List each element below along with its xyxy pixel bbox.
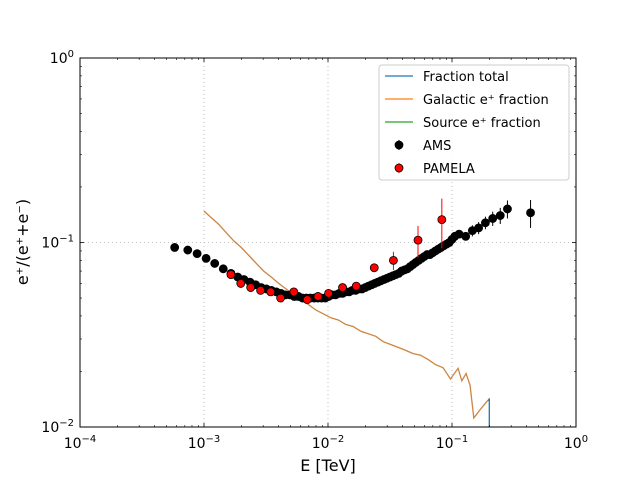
data-point-ams bbox=[192, 249, 202, 259]
tick-labels: 10−4 10−3 10−2 10−1 100 10−2 10−1 100 bbox=[41, 49, 588, 452]
data-point-pamela bbox=[246, 283, 256, 292]
data-point-ams bbox=[488, 214, 498, 223]
data-point-ams bbox=[526, 208, 535, 218]
x-axis-label: E [TeV] bbox=[300, 456, 356, 475]
data-point-pamela bbox=[276, 293, 286, 303]
data-point-ams bbox=[503, 204, 512, 214]
data-point-pamela bbox=[289, 287, 299, 297]
data-point-ams bbox=[461, 231, 471, 241]
data-point-pamela bbox=[256, 286, 265, 295]
legend-box bbox=[378, 64, 570, 181]
data-point-pamela bbox=[313, 292, 323, 301]
y-axis-label: e⁺/(e⁺+e⁻) bbox=[13, 199, 32, 285]
data-point-ams bbox=[210, 259, 220, 268]
data-point-pamela bbox=[266, 287, 276, 297]
data-point-pamela bbox=[351, 281, 361, 291]
axis-ticks bbox=[79, 57, 577, 428]
x-tick-label: 10−1 bbox=[436, 434, 469, 452]
data-point-pamela bbox=[226, 270, 236, 279]
x-tick-label: 10−2 bbox=[312, 434, 345, 452]
data-point-pamela bbox=[236, 279, 246, 288]
series-lines bbox=[203, 210, 490, 427]
series-line-fraction-total bbox=[488, 398, 490, 427]
legend-label: AMS bbox=[423, 139, 451, 154]
y-tick-label: 10−1 bbox=[41, 234, 74, 252]
data-point-pamela bbox=[413, 235, 423, 245]
series-line-galactic-e-fraction bbox=[203, 210, 490, 420]
data-point-pamela bbox=[437, 215, 447, 225]
data-point-ams bbox=[218, 264, 228, 274]
x-tick-label: 10−4 bbox=[64, 434, 97, 452]
legend-label: Fraction total bbox=[423, 70, 509, 85]
data-point-pamela bbox=[389, 255, 398, 265]
legend-label: PAMELA bbox=[423, 162, 475, 177]
data-point-ams bbox=[481, 218, 490, 228]
legend: Fraction total Galactic e⁺ fraction Source… bbox=[378, 64, 570, 181]
data-point-pamela bbox=[338, 283, 347, 292]
data-point-ams bbox=[474, 223, 484, 233]
legend-marker-swatch bbox=[394, 163, 404, 173]
x-tick-label: 10−3 bbox=[188, 434, 221, 452]
data-point-pamela bbox=[369, 263, 379, 273]
data-point-ams bbox=[170, 243, 180, 252]
data-point-ams bbox=[183, 245, 193, 255]
data-point-pamela bbox=[324, 288, 333, 298]
legend-marker-swatch bbox=[394, 140, 404, 150]
series-markers bbox=[170, 198, 535, 305]
x-tick-label: 100 bbox=[564, 434, 588, 452]
y-tick-label: 10−2 bbox=[41, 418, 74, 436]
data-point-ams bbox=[495, 211, 505, 220]
legend-label: Galactic e⁺ fraction bbox=[423, 93, 549, 108]
data-point-pamela bbox=[302, 295, 312, 305]
y-tick-label: 100 bbox=[50, 49, 74, 67]
legend-label: Source e⁺ fraction bbox=[423, 116, 541, 131]
data-point-ams bbox=[201, 254, 211, 263]
